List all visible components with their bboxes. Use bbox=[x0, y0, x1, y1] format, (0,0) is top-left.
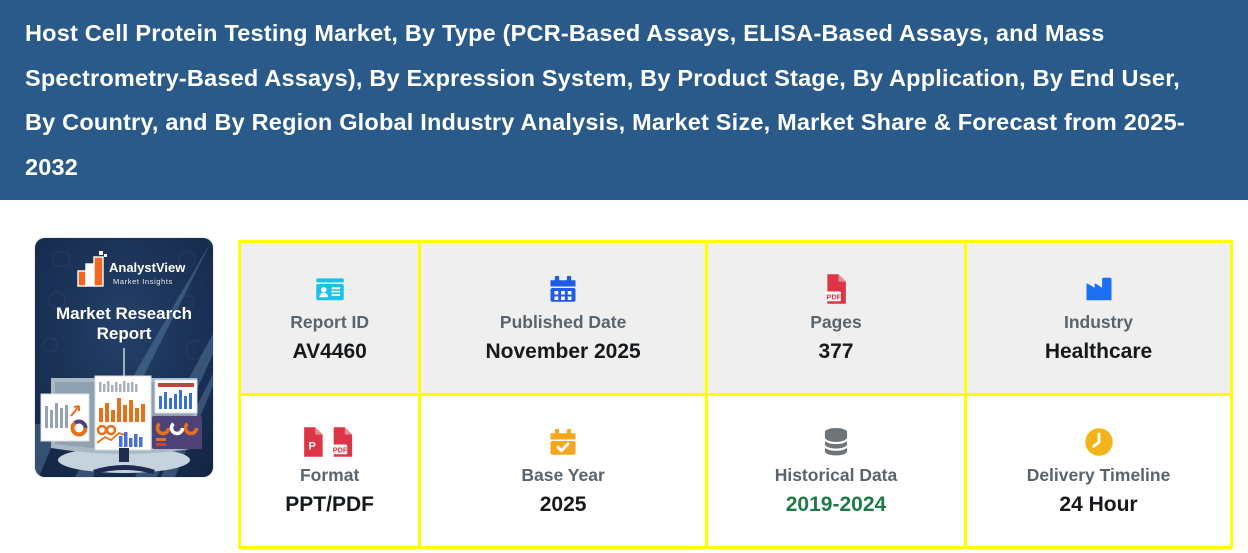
svg-text:PDF: PDF bbox=[332, 445, 347, 454]
svg-text:PDF: PDF bbox=[826, 292, 841, 301]
logo-name-text: AnalystView bbox=[109, 260, 186, 275]
database-icon bbox=[821, 426, 851, 458]
cover-pattern bbox=[42, 251, 205, 360]
info-label: Format bbox=[299, 464, 360, 485]
report-header: Host Cell Protein Testing Market, By Typ… bbox=[0, 0, 1248, 200]
pdf-file-icon: PDF bbox=[822, 273, 850, 305]
logo-tagline-text: Market Insights bbox=[113, 277, 173, 286]
info-value: 24 Hour bbox=[1059, 492, 1138, 516]
info-label: Industry bbox=[1063, 311, 1134, 332]
cover-title-line2: Report bbox=[97, 324, 152, 343]
info-cell-published-date: Published Date November 2025 bbox=[421, 243, 705, 393]
info-cell-delivery-timeline: Delivery Timeline 24 Hour bbox=[967, 396, 1230, 546]
info-label: Historical Data bbox=[774, 464, 898, 485]
clock-icon bbox=[1084, 426, 1114, 458]
info-label: Base Year bbox=[521, 464, 605, 485]
info-value: PPT/PDF bbox=[285, 492, 374, 516]
info-value: Healthcare bbox=[1044, 339, 1153, 363]
report-cover-thumbnail[interactable]: AnalystView Market Insights Market Resea… bbox=[35, 238, 213, 477]
svg-text:P: P bbox=[308, 440, 315, 452]
report-info-grid: Report ID AV4460 Published Date November… bbox=[238, 240, 1233, 549]
info-cell-format: P PDF Format PPT/PDF bbox=[241, 396, 419, 546]
calendar-icon bbox=[548, 273, 578, 305]
ppt-pdf-file-icons: P PDF bbox=[301, 426, 359, 458]
cover-title-line1: Market Research bbox=[56, 304, 192, 323]
cover-art: AnalystView Market Insights Market Resea… bbox=[35, 238, 213, 477]
info-label: Published Date bbox=[499, 311, 627, 332]
info-value: 2019-2024 bbox=[785, 492, 887, 516]
info-value: November 2025 bbox=[485, 339, 641, 363]
main-content: AnalystView Market Insights Market Resea… bbox=[0, 200, 1248, 553]
info-cell-industry: Industry Healthcare bbox=[967, 243, 1230, 393]
info-value: 377 bbox=[818, 339, 854, 363]
info-cell-historical-data: Historical Data 2019-2024 bbox=[707, 396, 965, 546]
info-cell-pages: PDF Pages 377 bbox=[707, 243, 965, 393]
analystview-logo-icon bbox=[77, 251, 107, 287]
info-label: Delivery Timeline bbox=[1026, 464, 1171, 485]
industry-icon bbox=[1083, 273, 1115, 305]
info-label: Pages bbox=[810, 311, 862, 332]
info-value: 2025 bbox=[539, 492, 587, 516]
info-cell-report-id: Report ID AV4460 bbox=[241, 243, 419, 393]
calendar-check-icon bbox=[548, 426, 578, 458]
monitor-illustration bbox=[40, 375, 202, 474]
info-label: Report ID bbox=[290, 311, 370, 332]
info-value: AV4460 bbox=[292, 339, 367, 363]
id-card-icon bbox=[314, 273, 346, 305]
report-title: Host Cell Protein Testing Market, By Typ… bbox=[25, 20, 1185, 180]
info-cell-base-year: Base Year 2025 bbox=[421, 396, 705, 546]
